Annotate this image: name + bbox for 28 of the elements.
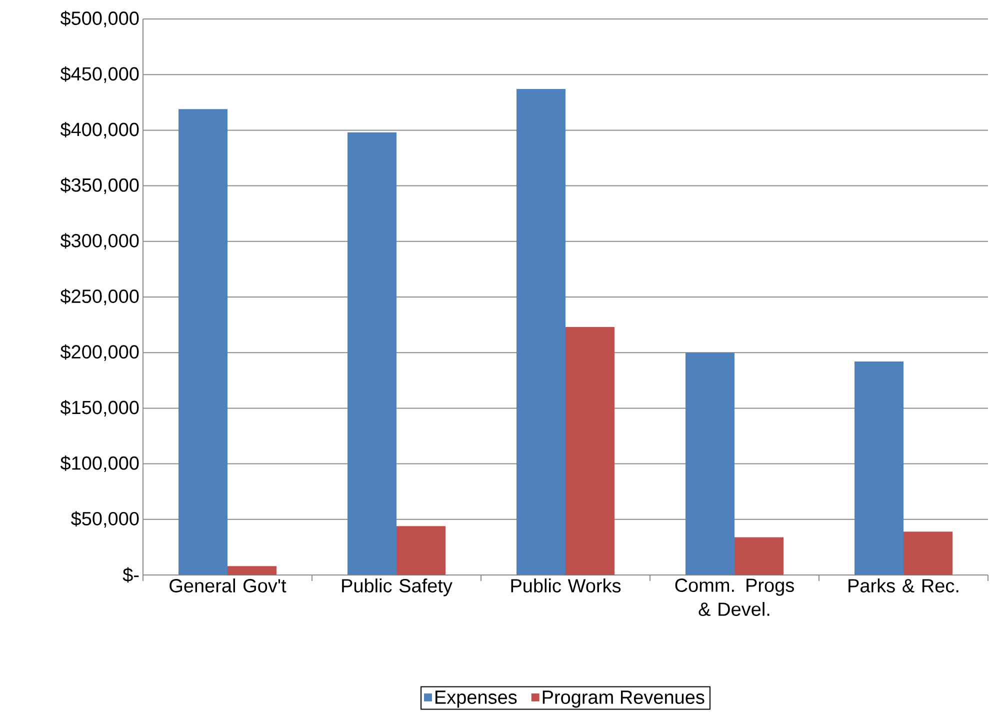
y-tick-label: $500,000 <box>60 10 139 28</box>
x-tick-label: General Gov't <box>170 578 286 592</box>
x-tick-label: Public Safety <box>342 578 452 596</box>
x-tick-label: Public Works <box>511 578 621 592</box>
bar <box>566 327 615 575</box>
bar <box>685 352 735 575</box>
bar <box>854 361 904 575</box>
bar <box>516 89 566 575</box>
legend-label: Expenses <box>436 690 517 708</box>
y-tick-label: $100,000 <box>60 456 139 472</box>
x-tick-label: Comm. Progs & Devel. <box>675 578 794 616</box>
y-tick-label: $- <box>122 567 139 583</box>
bar <box>228 566 277 575</box>
bar <box>396 526 446 575</box>
y-tick-label: $50,000 <box>71 511 139 528</box>
y-tick-label: $200,000 <box>60 344 139 361</box>
bar <box>734 537 784 575</box>
legend-label: Program Revenues <box>542 690 704 708</box>
bar <box>178 109 228 575</box>
y-tick-label: $450,000 <box>60 66 139 83</box>
y-tick-label: $400,000 <box>60 122 139 138</box>
y-tick-label: $350,000 <box>60 178 139 194</box>
x-tick-label: Parks & Rec. <box>848 578 958 592</box>
y-tick-label: $250,000 <box>60 288 139 306</box>
y-tick-label: $150,000 <box>60 400 139 416</box>
bar <box>347 132 397 575</box>
y-tick-label: $300,000 <box>60 233 139 250</box>
bar <box>904 532 953 575</box>
